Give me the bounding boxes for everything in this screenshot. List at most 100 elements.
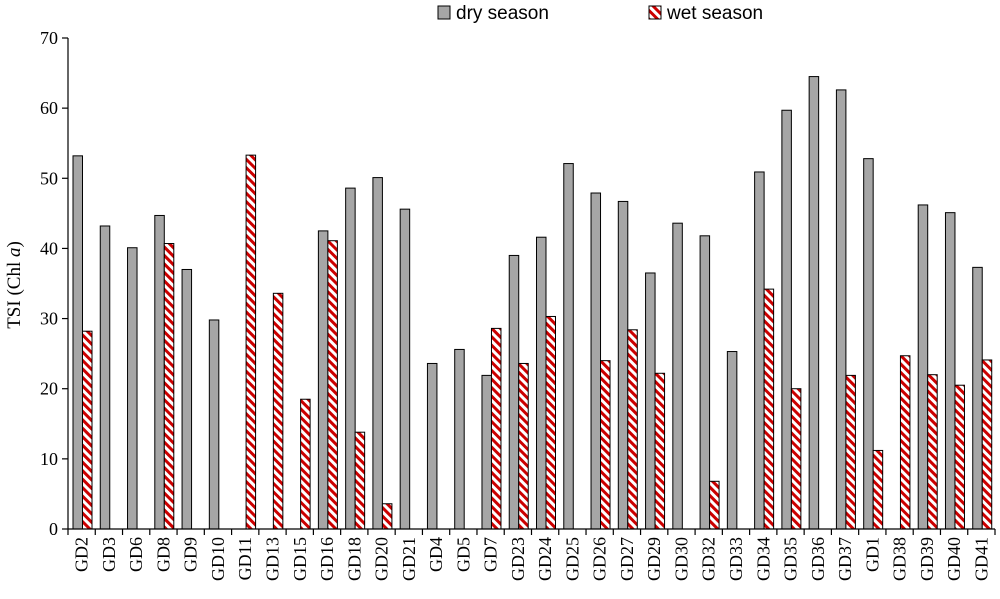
x-axis-ticks: GD2 GD3 GD6 GD8 GD9 GD10 GD11 GD13 GD15 GD16 GD18 G… <box>67 529 996 581</box>
x-tick-label: GD32 <box>699 537 719 581</box>
x-tick-label: GD23 <box>508 537 528 581</box>
bar-dry-season <box>181 268 193 530</box>
x-tick-label: GD2 <box>72 537 92 572</box>
bar-dry-season <box>645 272 656 530</box>
x-tick-label: GD10 <box>208 537 228 581</box>
bar-dry-season <box>317 230 329 530</box>
bar-wet-season <box>354 431 366 530</box>
x-tick-label: GD35 <box>781 537 801 581</box>
bar-wet-season <box>627 329 638 530</box>
bar-dry-season <box>127 247 138 530</box>
bar-dry-season <box>944 212 956 530</box>
x-tick-label: GD15 <box>290 537 310 581</box>
y-axis-title-main: TSI (Chl <box>4 257 25 329</box>
x-tick-label: GD24 <box>535 537 555 581</box>
bar-wet-season <box>381 503 393 530</box>
bar-dry-season <box>399 208 411 530</box>
y-tick-label: 0 <box>49 519 58 539</box>
bar-dry-season <box>699 235 711 530</box>
bar-wet-season <box>490 327 502 530</box>
y-axis-title: TSI (Chl a) <box>4 241 25 329</box>
bar-wet-season <box>518 362 529 530</box>
bar-wet-season <box>327 240 338 530</box>
x-tick-label: GD33 <box>726 537 746 581</box>
x-tick-label: GD26 <box>590 537 610 581</box>
bar-wet-season <box>872 449 884 530</box>
x-tick-label: GD11 <box>235 537 255 580</box>
bar-wet-season <box>245 154 257 530</box>
x-tick-label: GD6 <box>126 537 146 572</box>
bar-wet-season <box>981 359 993 530</box>
bar-dry-season <box>835 89 847 530</box>
axes <box>67 38 995 530</box>
x-tick-label: GD1 <box>862 537 882 572</box>
legend-label-wet-season: wet season <box>666 3 763 24</box>
bar-dry-season <box>345 187 356 530</box>
x-tick-label: GD13 <box>262 537 282 581</box>
x-tick-label: GD39 <box>917 537 937 581</box>
bar-dry-season <box>808 76 820 530</box>
bar-dry-season <box>536 236 547 530</box>
x-tick-label: GD30 <box>671 537 691 581</box>
bar-wet-season <box>300 398 311 530</box>
x-tick-label: GD41 <box>971 537 991 581</box>
x-tick-label: GD3 <box>99 537 119 572</box>
bar-wet-season <box>82 330 93 530</box>
x-tick-label: GD38 <box>890 537 910 581</box>
bar-dry-season <box>672 222 683 530</box>
x-tick-label: GD29 <box>644 537 664 581</box>
y-axis-title-italic: a <box>4 248 25 258</box>
x-tick-label: GD5 <box>453 537 473 572</box>
y-tick-label: 50 <box>40 168 58 188</box>
bar-wet-season <box>163 243 175 530</box>
y-tick-label: 60 <box>40 98 58 118</box>
y-axis-title-group: TSI (Chl a) <box>4 241 25 329</box>
legend-swatch-dry-season <box>437 5 451 20</box>
x-tick-label: GD7 <box>481 537 501 572</box>
bar-wet-season <box>272 292 284 530</box>
bar-dry-season <box>454 348 465 530</box>
bar-wet-season <box>545 315 556 530</box>
bar-wet-season <box>763 288 775 530</box>
bar-wet-season <box>600 360 611 530</box>
bar-dry-season <box>972 266 983 530</box>
x-tick-label: GD25 <box>562 537 582 581</box>
y-tick-label: 70 <box>40 28 58 48</box>
bar-dry-season <box>426 362 438 530</box>
y-axis-ticks: 0 10 20 30 40 50 60 70 <box>40 28 68 539</box>
bar-dry-season <box>372 177 383 530</box>
bar-dry-season <box>208 319 220 530</box>
bar-dry-season <box>99 225 111 530</box>
x-tick-label: GD37 <box>835 537 855 581</box>
x-tick-label: GD27 <box>617 537 637 581</box>
bar-dry-season <box>781 109 792 530</box>
bar-wet-season <box>927 374 938 530</box>
bar-wet-season <box>709 480 720 530</box>
y-tick-label: 10 <box>40 449 58 469</box>
x-tick-label: GD34 <box>753 537 773 581</box>
bar-wet-season <box>899 355 911 530</box>
x-tick-label: GD4 <box>426 537 446 572</box>
x-tick-label: GD8 <box>153 537 173 572</box>
legend: dry season wet season <box>437 3 763 24</box>
bar-wet-season <box>654 372 666 530</box>
bar-dry-season <box>72 155 83 530</box>
x-tick-label: GD9 <box>181 537 201 572</box>
bar-dry-season <box>617 200 629 530</box>
x-tick-label: GD36 <box>808 537 828 581</box>
x-tick-label: GD21 <box>399 537 419 581</box>
y-tick-label: 20 <box>40 379 58 399</box>
bar-dry-season <box>563 163 574 530</box>
bars <box>72 76 993 530</box>
bar-dry-season <box>154 214 165 530</box>
bar-dry-season <box>590 192 602 530</box>
bar-dry-season <box>754 171 765 530</box>
x-tick-label: GD20 <box>372 537 392 581</box>
x-tick-label: GD16 <box>317 537 337 581</box>
x-tick-label: GD40 <box>944 537 964 581</box>
bar-dry-season <box>917 204 929 530</box>
y-axis-title-close: ) <box>4 241 25 247</box>
bar-dry-season <box>481 374 492 530</box>
bar-wet-season <box>954 384 965 530</box>
